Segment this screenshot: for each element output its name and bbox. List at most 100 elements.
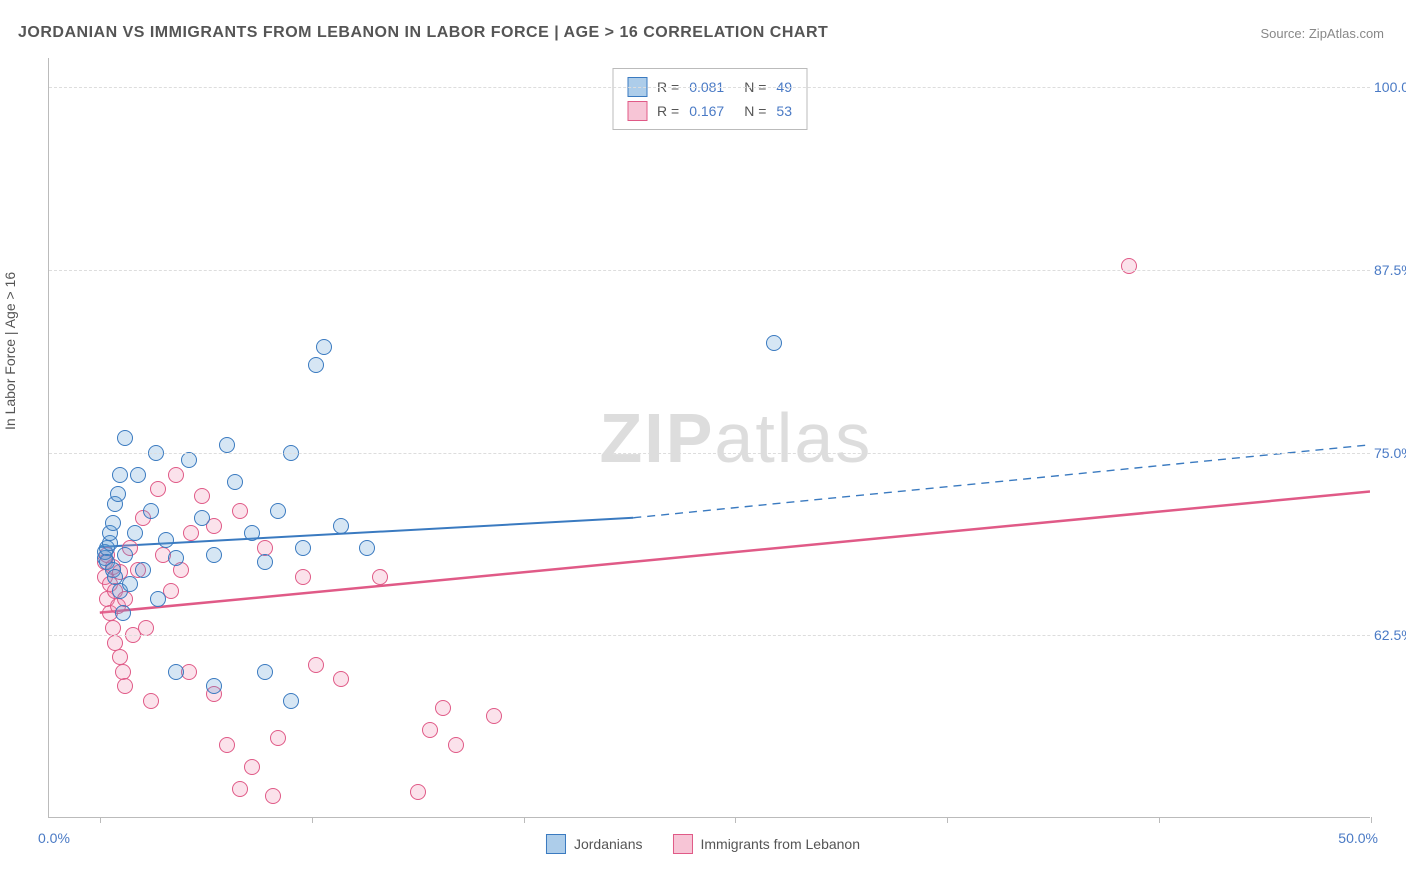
scatter-point-series-b xyxy=(1121,258,1137,274)
series-legend: Jordanians Immigrants from Lebanon xyxy=(546,834,860,854)
scatter-point-series-a xyxy=(308,357,324,373)
scatter-point-series-a xyxy=(283,693,299,709)
scatter-point-series-a xyxy=(143,503,159,519)
bottom-swatch-a xyxy=(546,834,566,854)
trend-lines-svg xyxy=(49,58,1370,817)
scatter-point-series-a xyxy=(244,525,260,541)
x-tick xyxy=(1371,817,1372,823)
scatter-point-series-a xyxy=(117,547,133,563)
scatter-point-series-b xyxy=(219,737,235,753)
x-axis-zero-label: 0.0% xyxy=(38,830,70,846)
scatter-point-series-b xyxy=(448,737,464,753)
scatter-point-series-a xyxy=(127,525,143,541)
scatter-point-series-a xyxy=(122,576,138,592)
grid-label: 75.0% xyxy=(1374,445,1406,461)
scatter-point-series-b xyxy=(150,481,166,497)
scatter-point-series-b xyxy=(372,569,388,585)
scatter-point-series-a xyxy=(227,474,243,490)
scatter-point-series-a xyxy=(257,664,273,680)
scatter-point-series-a xyxy=(135,562,151,578)
x-tick xyxy=(947,817,948,823)
trend-line xyxy=(100,492,1370,613)
scatter-point-series-a xyxy=(206,547,222,563)
legend-row-b: R = 0.167 N = 53 xyxy=(627,99,792,123)
scatter-point-series-b xyxy=(117,678,133,694)
scatter-point-series-b xyxy=(232,781,248,797)
scatter-point-series-a xyxy=(110,486,126,502)
scatter-point-series-a xyxy=(359,540,375,556)
scatter-point-series-a xyxy=(168,664,184,680)
scatter-point-series-b xyxy=(333,671,349,687)
r-label-b: R = xyxy=(657,99,679,123)
trend-line xyxy=(633,445,1370,518)
x-tick xyxy=(312,817,313,823)
series-a-label: Jordanians xyxy=(574,836,643,852)
r-value-b: 0.167 xyxy=(689,99,724,123)
scatter-point-series-a xyxy=(257,554,273,570)
scatter-point-series-b xyxy=(168,467,184,483)
scatter-point-series-a xyxy=(181,452,197,468)
scatter-point-series-a xyxy=(130,467,146,483)
scatter-point-series-a xyxy=(270,503,286,519)
series-legend-b: Immigrants from Lebanon xyxy=(672,834,860,854)
source-label: Source: ZipAtlas.com xyxy=(1260,26,1384,41)
scatter-point-series-a xyxy=(316,339,332,355)
series-legend-a: Jordanians xyxy=(546,834,643,854)
scatter-point-series-a xyxy=(295,540,311,556)
grid-label: 100.0% xyxy=(1374,79,1406,95)
scatter-point-series-b xyxy=(138,620,154,636)
scatter-point-series-b xyxy=(265,788,281,804)
scatter-point-series-a xyxy=(107,569,123,585)
x-tick xyxy=(100,817,101,823)
scatter-point-series-a xyxy=(115,605,131,621)
scatter-point-series-b xyxy=(112,649,128,665)
grid-line xyxy=(49,270,1370,271)
scatter-point-series-a xyxy=(150,591,166,607)
scatter-point-series-b xyxy=(143,693,159,709)
scatter-point-series-b xyxy=(257,540,273,556)
scatter-point-series-b xyxy=(486,708,502,724)
y-axis-title: In Labor Force | Age > 16 xyxy=(2,272,18,430)
grid-label: 87.5% xyxy=(1374,262,1406,278)
n-label-b: N = xyxy=(744,99,766,123)
scatter-point-series-b xyxy=(295,569,311,585)
scatter-point-series-b xyxy=(270,730,286,746)
chart-title: JORDANIAN VS IMMIGRANTS FROM LEBANON IN … xyxy=(18,24,828,42)
scatter-point-series-a xyxy=(206,678,222,694)
scatter-point-series-a xyxy=(168,550,184,566)
scatter-point-series-a xyxy=(105,515,121,531)
plot-surface xyxy=(49,58,1370,817)
chart-container: JORDANIAN VS IMMIGRANTS FROM LEBANON IN … xyxy=(0,0,1406,892)
scatter-point-series-b xyxy=(244,759,260,775)
series-b-label: Immigrants from Lebanon xyxy=(700,836,860,852)
scatter-point-series-b xyxy=(308,657,324,673)
scatter-point-series-b xyxy=(435,700,451,716)
x-axis-max-label: 50.0% xyxy=(1338,830,1378,846)
scatter-point-series-b xyxy=(194,488,210,504)
scatter-point-series-a xyxy=(117,430,133,446)
x-tick xyxy=(1159,817,1160,823)
bottom-swatch-b xyxy=(672,834,692,854)
scatter-point-series-a xyxy=(112,467,128,483)
scatter-point-series-b xyxy=(422,722,438,738)
scatter-point-series-b xyxy=(183,525,199,541)
grid-label: 62.5% xyxy=(1374,627,1406,643)
grid-line xyxy=(49,635,1370,636)
stats-legend: R = 0.081 N = 49 R = 0.167 N = 53 xyxy=(612,68,807,130)
scatter-point-series-a xyxy=(219,437,235,453)
scatter-point-series-a xyxy=(333,518,349,534)
grid-line xyxy=(49,87,1370,88)
chart-area: ZIPatlas R = 0.081 N = 49 R = 0.167 N = … xyxy=(48,58,1370,818)
scatter-point-series-b xyxy=(410,784,426,800)
scatter-point-series-a xyxy=(194,510,210,526)
x-tick xyxy=(735,817,736,823)
scatter-point-series-a xyxy=(158,532,174,548)
scatter-point-series-a xyxy=(766,335,782,351)
grid-line xyxy=(49,453,1370,454)
n-value-b: 53 xyxy=(776,99,792,123)
x-tick xyxy=(524,817,525,823)
scatter-point-series-b xyxy=(105,620,121,636)
scatter-point-series-b xyxy=(232,503,248,519)
scatter-point-series-b xyxy=(115,664,131,680)
scatter-point-series-b xyxy=(107,635,123,651)
